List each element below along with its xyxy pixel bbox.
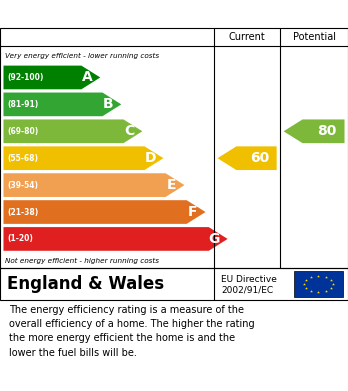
Text: Very energy efficient - lower running costs: Very energy efficient - lower running co…	[5, 52, 159, 59]
Text: Current: Current	[229, 32, 266, 42]
Text: EU Directive: EU Directive	[221, 275, 277, 284]
Text: E: E	[166, 178, 176, 192]
Text: England & Wales: England & Wales	[7, 275, 164, 293]
Text: (21-38): (21-38)	[7, 208, 38, 217]
Text: G: G	[209, 232, 220, 246]
Text: Potential: Potential	[293, 32, 335, 42]
Text: (92-100): (92-100)	[7, 73, 44, 82]
Text: Energy Efficiency Rating: Energy Efficiency Rating	[9, 7, 219, 22]
Text: The energy efficiency rating is a measure of the
overall efficiency of a home. T: The energy efficiency rating is a measur…	[9, 305, 254, 358]
Polygon shape	[3, 93, 121, 116]
Text: B: B	[103, 97, 113, 111]
Text: (69-80): (69-80)	[7, 127, 38, 136]
Polygon shape	[284, 119, 345, 143]
Text: (55-68): (55-68)	[7, 154, 38, 163]
Text: F: F	[188, 205, 197, 219]
Polygon shape	[3, 173, 184, 197]
Text: A: A	[82, 70, 93, 84]
Text: C: C	[124, 124, 134, 138]
Text: 60: 60	[250, 151, 270, 165]
Polygon shape	[3, 66, 100, 89]
Text: Not energy efficient - higher running costs: Not energy efficient - higher running co…	[5, 258, 159, 264]
Text: (81-91): (81-91)	[7, 100, 38, 109]
Text: 2002/91/EC: 2002/91/EC	[221, 286, 273, 295]
Polygon shape	[3, 200, 206, 224]
Polygon shape	[218, 146, 277, 170]
Text: 80: 80	[317, 124, 337, 138]
Polygon shape	[3, 227, 228, 251]
Text: D: D	[144, 151, 156, 165]
Text: (1-20): (1-20)	[7, 235, 33, 244]
Polygon shape	[3, 146, 164, 170]
Polygon shape	[3, 119, 142, 143]
Bar	[294, 271, 343, 298]
Text: (39-54): (39-54)	[7, 181, 38, 190]
